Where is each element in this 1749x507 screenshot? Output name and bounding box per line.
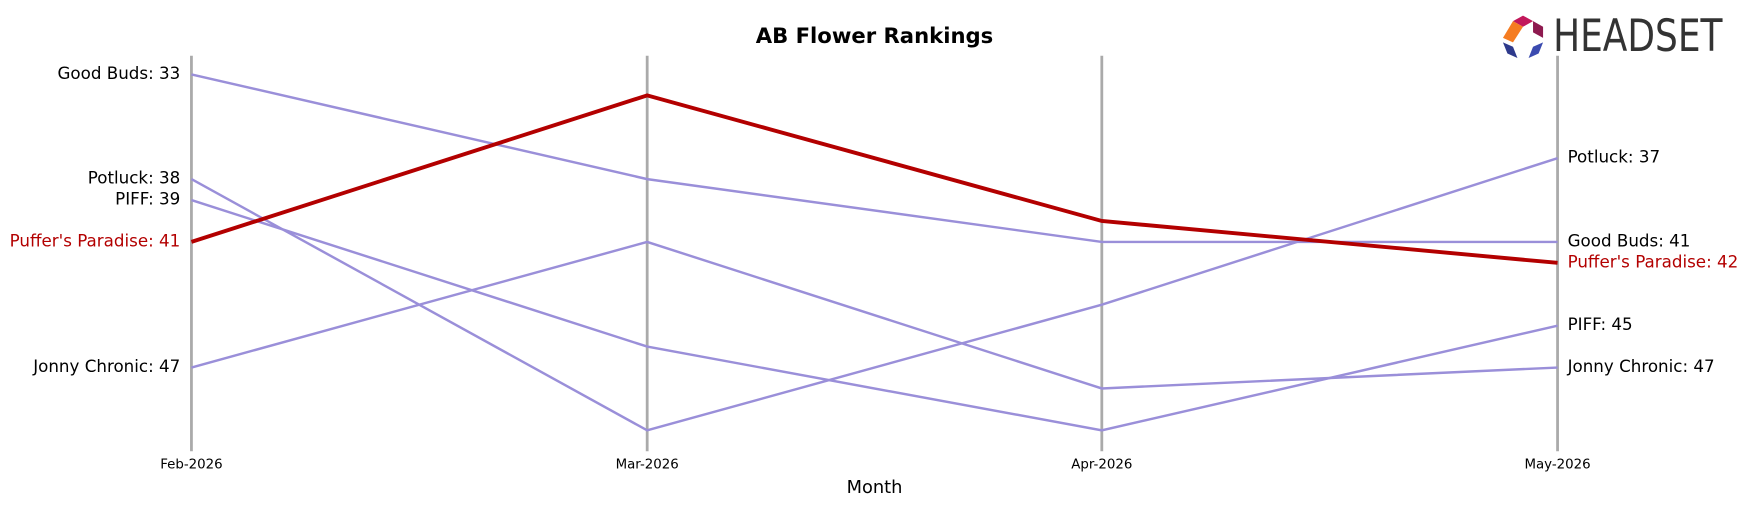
logo-icon [1502, 42, 1518, 58]
logo-icon [1502, 21, 1524, 43]
logo-icon [1533, 21, 1544, 38]
logo: HEADSET [1502, 10, 1723, 62]
x-tick-label: Mar-2026 [616, 458, 679, 473]
value-label: Potluck: 38 [88, 168, 181, 188]
logo-icon [1528, 42, 1544, 58]
x-tick-label: Feb-2026 [160, 458, 222, 473]
x-axis-label: Month [847, 477, 903, 498]
rank-line [191, 240, 1558, 390]
value-label: Puffer's Paradise: 41 [10, 230, 181, 250]
rank-line [190, 93, 1558, 265]
value-label: Potluck: 37 [1568, 147, 1661, 167]
x-tick-label: Apr-2026 [1071, 458, 1132, 473]
value-label: Jonny Chronic: 47 [1567, 356, 1715, 376]
value-label: PIFF: 39 [115, 189, 180, 209]
value-label: Good Buds: 33 [57, 63, 180, 83]
value-label: Puffer's Paradise: 42 [1568, 251, 1739, 271]
x-tick-label: May-2026 [1524, 458, 1590, 473]
value-label: Jonny Chronic: 47 [32, 356, 180, 376]
logo-text: HEADSET [1553, 10, 1723, 62]
value-label: Good Buds: 41 [1568, 230, 1691, 250]
value-label: PIFF: 45 [1568, 314, 1633, 334]
chart-title: AB Flower Rankings [756, 23, 994, 48]
